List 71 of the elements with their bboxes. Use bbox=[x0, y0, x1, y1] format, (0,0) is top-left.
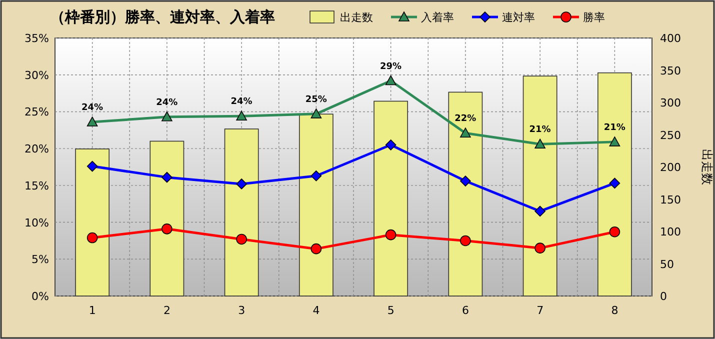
point bbox=[460, 128, 471, 138]
point bbox=[236, 178, 247, 190]
point bbox=[310, 108, 322, 118]
point bbox=[609, 178, 620, 189]
y2-tick-label: 350 bbox=[660, 64, 681, 78]
point bbox=[609, 226, 620, 238]
point bbox=[162, 172, 172, 183]
x-tick-label: 3 bbox=[238, 304, 246, 317]
point bbox=[86, 232, 98, 244]
y2-axis-title: 出走数 bbox=[700, 149, 714, 185]
bar bbox=[298, 114, 334, 296]
y-tick-label: 15% bbox=[24, 179, 49, 192]
data-label: 24% bbox=[156, 98, 178, 108]
point bbox=[534, 206, 546, 217]
x-tick-label: 1 bbox=[88, 304, 96, 317]
y-tick-label: 5% bbox=[32, 253, 49, 266]
data-label: 24% bbox=[230, 97, 252, 108]
point bbox=[86, 116, 98, 126]
point bbox=[385, 229, 396, 240]
y-tick-label: 10% bbox=[24, 216, 49, 230]
x-tick-label: 2 bbox=[163, 304, 170, 317]
data-label: 21% bbox=[604, 122, 626, 133]
bar bbox=[448, 92, 483, 296]
point bbox=[460, 176, 471, 186]
point bbox=[385, 139, 396, 150]
point bbox=[609, 136, 620, 146]
point bbox=[310, 170, 322, 182]
x-tick-label: 4 bbox=[312, 304, 320, 317]
y2-tick-label: 200 bbox=[660, 161, 681, 174]
y2-tick-label: 250 bbox=[660, 128, 681, 142]
y-tick-label: 30% bbox=[24, 68, 49, 82]
x-tick-label: 5 bbox=[387, 304, 394, 317]
y-tick-label: 0% bbox=[32, 290, 49, 303]
y2-tick-label: 50 bbox=[660, 258, 674, 271]
y-tick-label: 20% bbox=[24, 142, 49, 156]
data-label: 24% bbox=[82, 103, 104, 114]
bar bbox=[374, 100, 408, 296]
x-tick-label: 8 bbox=[611, 304, 618, 317]
y2-tick-label: 300 bbox=[660, 96, 681, 110]
y2-tick-label: 150 bbox=[660, 193, 681, 206]
bar bbox=[522, 76, 558, 296]
legend-label: 出走数 bbox=[340, 11, 373, 24]
data-label: 25% bbox=[305, 94, 327, 105]
x-tick-label: 7 bbox=[536, 304, 544, 317]
bar bbox=[75, 148, 110, 296]
legend-label: 連対率 bbox=[502, 11, 535, 24]
y2-tick-label: 0 bbox=[660, 290, 667, 303]
point bbox=[236, 110, 247, 121]
point bbox=[310, 243, 322, 254]
x-tick-label: 6 bbox=[462, 304, 469, 317]
data-label: 22% bbox=[454, 114, 476, 124]
y-tick-label: 35% bbox=[24, 32, 49, 45]
legend-label: 勝率 bbox=[583, 11, 605, 24]
point bbox=[162, 111, 172, 122]
point bbox=[534, 242, 546, 254]
point bbox=[162, 224, 172, 234]
bar bbox=[224, 128, 259, 296]
point bbox=[460, 235, 471, 246]
data-label: 29% bbox=[380, 62, 402, 72]
legend-label: 入着率 bbox=[421, 11, 454, 24]
y2-tick-label: 100 bbox=[660, 226, 681, 238]
point bbox=[385, 75, 396, 86]
data-label: 21% bbox=[529, 125, 551, 136]
point bbox=[86, 160, 98, 172]
y-tick-label: 25% bbox=[24, 106, 49, 119]
bar bbox=[150, 140, 184, 296]
point bbox=[534, 138, 546, 149]
chart-title: （枠番別）勝率、連対率、入着率 bbox=[50, 8, 275, 26]
point bbox=[236, 234, 247, 245]
y2-tick-label: 400 bbox=[660, 32, 681, 45]
bar bbox=[597, 72, 632, 296]
